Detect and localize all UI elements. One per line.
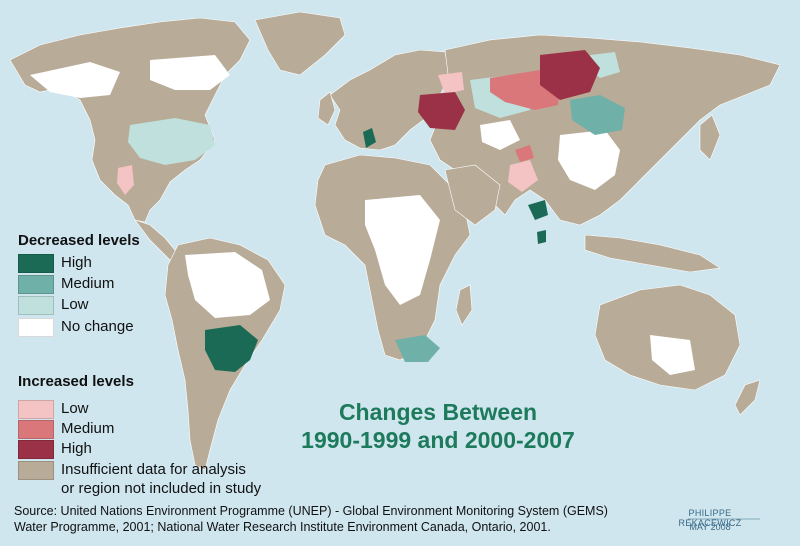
credit-date: MAY 2008: [689, 522, 731, 532]
credit-author: PHILIPPE REKACEWICZ: [678, 508, 742, 528]
map-title-line1: Changes Between: [338, 399, 538, 425]
legend-label: High: [61, 254, 92, 271]
legend-label: Low: [61, 296, 89, 313]
swatch-decreased-medium: [18, 275, 54, 294]
legend-label: Medium: [61, 420, 115, 437]
swatch-decreased-high: [18, 254, 54, 273]
increased-low-regions: [117, 72, 538, 195]
legend-label: No change: [61, 318, 134, 335]
new-zealand: [734, 379, 761, 416]
no-change-regions: [30, 55, 695, 375]
increased-high-regions: [418, 50, 600, 130]
source-line2: Water Programme, 2001; National Water Re…: [14, 520, 551, 534]
map-title-line2: 1990-1999 and 2000-2007: [301, 427, 575, 453]
swatch-no-change: [18, 318, 54, 337]
greenland: [254, 11, 346, 76]
legend-label: Low: [61, 400, 89, 417]
madagascar: [455, 284, 473, 326]
legend-label: Medium: [61, 275, 115, 292]
indonesia: [584, 234, 721, 273]
swatch-increased-high: [18, 440, 54, 459]
uk: [317, 91, 336, 126]
arabia: [444, 164, 501, 226]
swatch-increased-low: [18, 400, 54, 419]
decreased-high-regions: [205, 128, 548, 372]
legend-insufficient-line2: or region not included in study: [61, 480, 262, 497]
decreased-medium-regions: [395, 95, 625, 362]
legend-insufficient-line1: Insufficient data for analysis: [61, 461, 246, 478]
legend-insufficient-label: Insufficient data for analysis or region…: [61, 460, 261, 498]
swatch-decreased-low: [18, 296, 54, 315]
legend-label: High: [61, 440, 92, 457]
legend-increased-title: Increased levels: [18, 373, 134, 390]
source-line1: Source: United Nations Environment Progr…: [14, 504, 608, 518]
swatch-insufficient: [18, 461, 54, 480]
legend-decreased-title: Decreased levels: [18, 232, 140, 249]
japan: [699, 114, 721, 161]
swatch-increased-medium: [18, 420, 54, 439]
